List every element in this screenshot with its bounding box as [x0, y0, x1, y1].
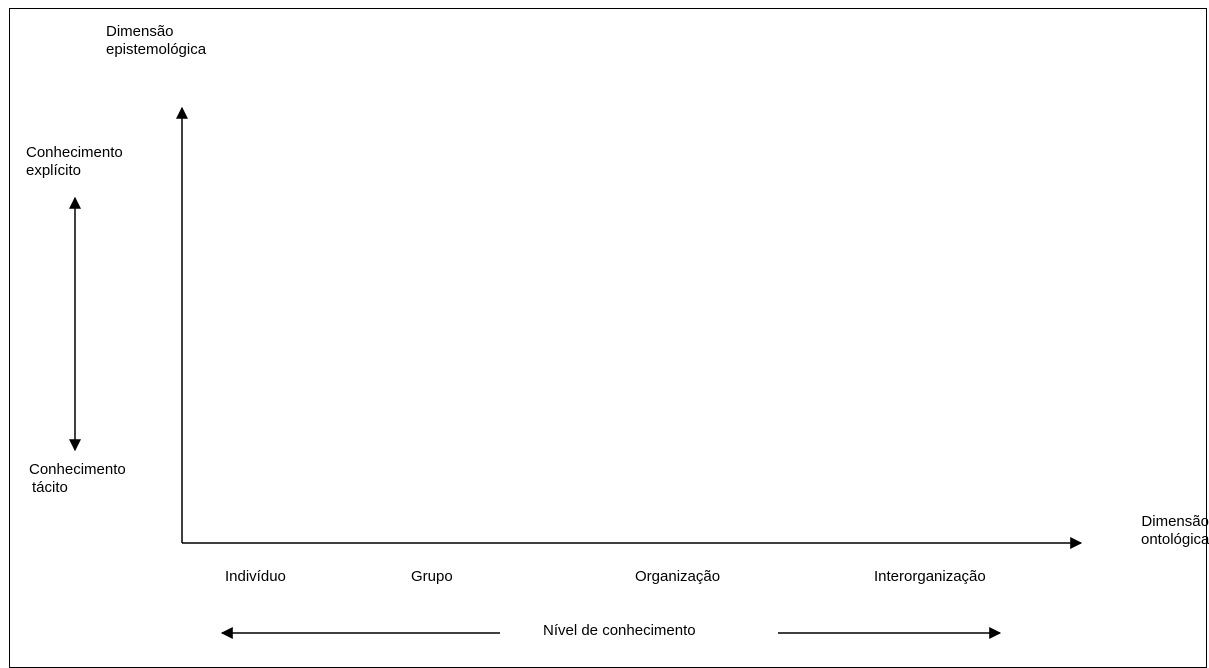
- y-axis-title-line2: epistemológica: [106, 41, 207, 58]
- y-axis-title-line1: Dimensão: [106, 23, 174, 40]
- y-axis-title: Dimensão epistemológica: [106, 23, 206, 59]
- level-organization: Organização: [635, 568, 721, 585]
- explicit-knowledge-line1: Conhecimento: [26, 144, 123, 161]
- level-group: Grupo: [411, 568, 453, 585]
- x-axis-title-line1: Dimensão: [1141, 513, 1209, 530]
- diagram-frame: [9, 8, 1207, 668]
- x-axis-title: Dimensão ontológica: [1141, 513, 1209, 549]
- explicit-knowledge-label: Conhecimento explícito: [26, 144, 123, 180]
- tacit-knowledge-label: Conhecimento tácito: [29, 461, 126, 497]
- level-interorganization: Interorganização: [874, 568, 986, 585]
- tacit-knowledge-line1: Conhecimento: [29, 461, 126, 478]
- x-axis-title-line2: ontológica: [1141, 531, 1209, 548]
- tacit-knowledge-line2: tácito: [32, 479, 68, 496]
- explicit-knowledge-line2: explícito: [26, 162, 82, 179]
- level-individual: Indivíduo: [225, 568, 286, 585]
- knowledge-dimensions-diagram: [69, 106, 1083, 639]
- knowledge-level-label: Nível de conhecimento: [543, 622, 696, 639]
